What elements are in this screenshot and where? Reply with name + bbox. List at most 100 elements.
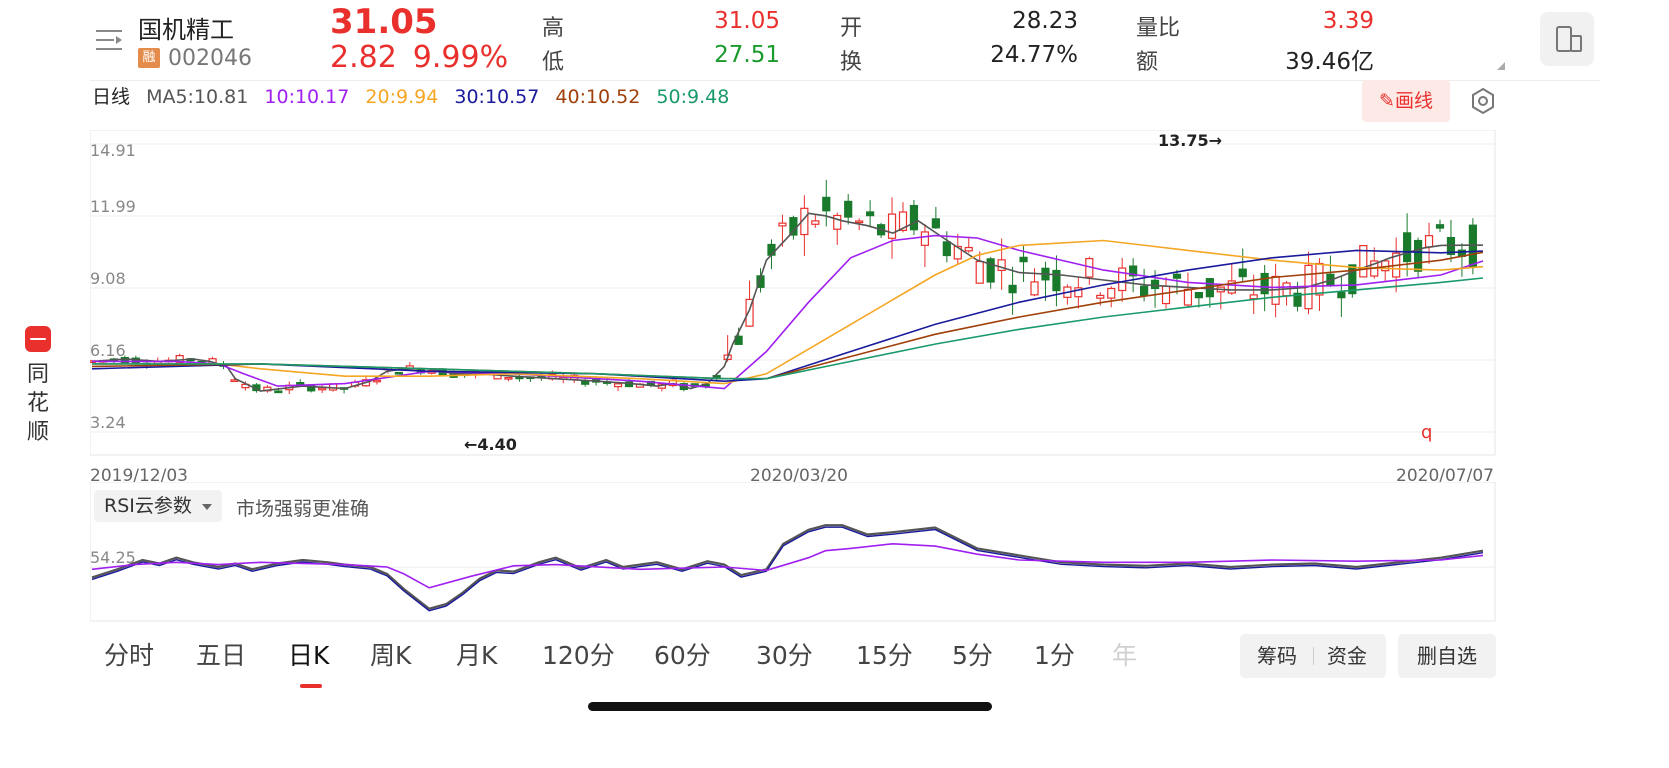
candle-body [1227, 280, 1236, 294]
kline-chart[interactable]: 14.91 11.99 9.08 6.16 3.24 13.75→ ←4.40 q [90, 130, 1496, 456]
series-line-ma10 [92, 234, 1484, 390]
candle-body [274, 390, 283, 394]
price-change: 2.82 9.99% [330, 40, 508, 75]
rsi-selector-label: RSI云参数 [104, 495, 192, 517]
ma40-value: 40:10.52 [555, 86, 641, 108]
chevron-down-icon [201, 503, 212, 510]
candle-body [1161, 285, 1171, 305]
period-label[interactable]: 日线 [92, 86, 131, 108]
margin-badge: 融 [138, 48, 160, 68]
candle-body [120, 357, 129, 364]
candle-body [909, 204, 919, 231]
period-tab[interactable]: 5分 [952, 641, 993, 670]
menu-icon[interactable] [96, 26, 124, 54]
candle-body [1096, 294, 1105, 299]
candle-body [1118, 267, 1127, 292]
period-tab[interactable]: 60分 [654, 641, 711, 670]
period-tab[interactable]: 年 [1112, 641, 1138, 670]
candle-body [833, 214, 842, 230]
period-tab[interactable]: 1分 [1034, 641, 1075, 670]
candle-body [1424, 235, 1434, 248]
candle-body [975, 260, 984, 284]
x-tick-start: 2019/12/03 [90, 466, 188, 486]
candle-body [778, 222, 787, 227]
candle-body [394, 371, 403, 375]
funds-button[interactable]: 资金 [1327, 644, 1367, 668]
candle-body [931, 218, 940, 229]
candle-body [1030, 281, 1039, 296]
turnover-value: 24.77% [990, 42, 1078, 68]
period-tab[interactable]: 120分 [542, 641, 615, 670]
period-tab[interactable]: 30分 [756, 641, 813, 670]
draw-line-label: 画线 [1394, 90, 1433, 112]
max-price-annotation: 13.75→ [1158, 131, 1222, 150]
period-tab[interactable]: 五日 [196, 641, 247, 670]
candle-body [1194, 291, 1203, 299]
active-tab-indicator [300, 684, 322, 688]
candle-body [1359, 244, 1368, 278]
rsi-param-selector[interactable]: RSI云参数 [94, 490, 222, 522]
end-marker: q [1421, 422, 1432, 443]
y-tick-label: 6.16 [90, 341, 126, 360]
ma20-value: 20:9.94 [365, 86, 439, 108]
settings-icon[interactable] [1468, 86, 1498, 116]
expand-corner-icon[interactable] [1497, 62, 1505, 70]
candle-body [1008, 284, 1017, 294]
rsi-chart[interactable]: 54.25 [90, 482, 1496, 622]
series-line-ma20 [92, 239, 1484, 385]
volume-ratio-value: 3.39 [1322, 8, 1374, 34]
pencil-icon: ✎ [1379, 90, 1395, 112]
ma50-value: 50:9.48 [656, 86, 730, 108]
remove-watchlist-button[interactable]: 删自选 [1398, 634, 1496, 678]
candle-body [964, 246, 973, 252]
y-tick-label: 3.24 [90, 413, 126, 432]
candle-body [1129, 265, 1138, 277]
rsi-lines [91, 524, 1484, 612]
candle-body [1435, 224, 1445, 229]
candle-body [1172, 273, 1182, 279]
period-tab[interactable]: 分时 [104, 641, 155, 670]
candle-body [1293, 292, 1302, 307]
y-tick-label: 9.08 [90, 269, 126, 288]
candle-body [1337, 291, 1346, 299]
candle-body [986, 258, 995, 283]
y-tick-label: 14.91 [90, 141, 136, 160]
candle-body [1074, 287, 1083, 298]
amount-value: 39.46亿 [1285, 49, 1374, 75]
period-tab[interactable]: 月K [456, 641, 498, 670]
x-tick-end: 2020/07/07 [1396, 466, 1494, 486]
candle-body [581, 380, 590, 385]
app-logo-icon [25, 326, 51, 352]
candle-body [613, 383, 623, 388]
rsi-hint: 市场强弱更准确 [236, 498, 370, 520]
rsi-y-tick-label: 54.25 [90, 548, 136, 567]
candle-body [767, 243, 776, 256]
candle-body [1468, 224, 1477, 268]
low-value: 27.51 [714, 42, 780, 68]
period-tab[interactable]: 15分 [856, 641, 913, 670]
candle-body [1052, 269, 1061, 292]
candle-body [1403, 232, 1412, 263]
draw-line-button[interactable]: ✎画线 [1362, 80, 1450, 122]
rsi-line-1 [91, 524, 1484, 610]
device-switch-button[interactable] [1540, 12, 1594, 66]
period-tab[interactable]: 周K [370, 641, 412, 670]
candle-body [1019, 256, 1028, 263]
ma5-value: MA5:10.81 [146, 86, 249, 108]
candle-body [1413, 239, 1423, 272]
series-line-ma50 [92, 277, 1484, 380]
candle-body [887, 213, 897, 239]
ma-indicator-row: 日线 MA5:10.81 10:10.17 20:9.94 30:10.57 4… [92, 82, 739, 112]
last-price: 31.05 [330, 2, 438, 42]
candle-body [789, 217, 798, 236]
series-line-ma30 [91, 249, 1484, 383]
chips-button[interactable]: 筹码 [1257, 644, 1297, 668]
ma30-value: 30:10.57 [454, 86, 540, 108]
period-tab[interactable]: 日K [288, 641, 330, 670]
change-percent: 9.99% [412, 40, 509, 75]
candle-body [1260, 272, 1269, 295]
candle-body [745, 298, 754, 327]
candle-body [844, 200, 853, 218]
volume-ratio-label: 量比 [1136, 16, 1181, 41]
candle-body [296, 382, 305, 385]
